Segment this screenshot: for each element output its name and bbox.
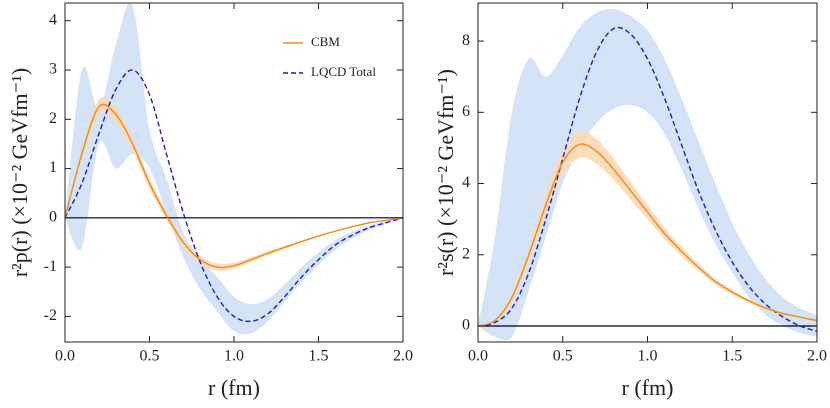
- y-tick-label: -1: [44, 258, 57, 275]
- plot-area: [65, 3, 403, 335]
- series-line: [478, 143, 817, 327]
- x-tick-label: 1.5: [722, 348, 742, 365]
- y-tick-label: 6: [462, 103, 470, 120]
- panel: 0.0 0.5 1.0 1.5 2.0 -2 -1 0 1 2 3 4 r (fm) r²p(r) (×1…: [7, 2, 413, 400]
- y-tick-label: 4: [49, 11, 57, 28]
- x-axis-label: r (fm): [622, 375, 674, 400]
- y-tick-label: 1: [49, 159, 57, 176]
- plot-area: [478, 8, 817, 341]
- uncertainty-band: [65, 96, 403, 271]
- x-axis-label: r (fm): [208, 375, 260, 400]
- x-tick-label: 0.0: [468, 348, 488, 365]
- y-tick-label: -2: [44, 307, 57, 324]
- y-axis-label: r²p(r) (×10⁻² GeVfm⁻¹): [7, 68, 32, 277]
- y-tick-label: 0: [49, 209, 57, 226]
- y-tick-label: 2: [49, 110, 57, 127]
- x-tick-label: 2.0: [807, 348, 827, 365]
- series-line: [65, 103, 403, 269]
- legend-label: LQCD Total: [311, 64, 376, 79]
- legend-label: CBM: [311, 34, 340, 49]
- x-tick-label: 2.0: [393, 348, 413, 365]
- y-axis-label: r²s(r) (×10⁻² GeVfm⁻¹): [433, 69, 458, 276]
- series-line: [478, 26, 817, 332]
- y-tick-label: 3: [49, 61, 57, 78]
- y-tick-label: 2: [462, 245, 470, 262]
- x-tick-label: 0.5: [140, 348, 160, 365]
- y-tick-label: 0: [462, 317, 470, 334]
- x-tick-label: 1.0: [224, 348, 244, 365]
- y-tick-label: 4: [462, 174, 470, 191]
- x-tick-label: 0.5: [553, 348, 573, 365]
- uncertainty-band: [65, 3, 403, 335]
- x-tick-label: 0.0: [55, 348, 75, 365]
- panel: 0.0 0.5 1.0 1.5 2.0 0 2 4 6 8 r (fm) r²s(r) (×10⁻² …: [433, 2, 827, 400]
- x-tick-label: 1.5: [309, 348, 329, 365]
- x-tick-label: 1.0: [638, 348, 658, 365]
- series-line: [65, 69, 403, 323]
- uncertainty-band: [478, 8, 817, 341]
- y-tick-label: 8: [462, 32, 470, 49]
